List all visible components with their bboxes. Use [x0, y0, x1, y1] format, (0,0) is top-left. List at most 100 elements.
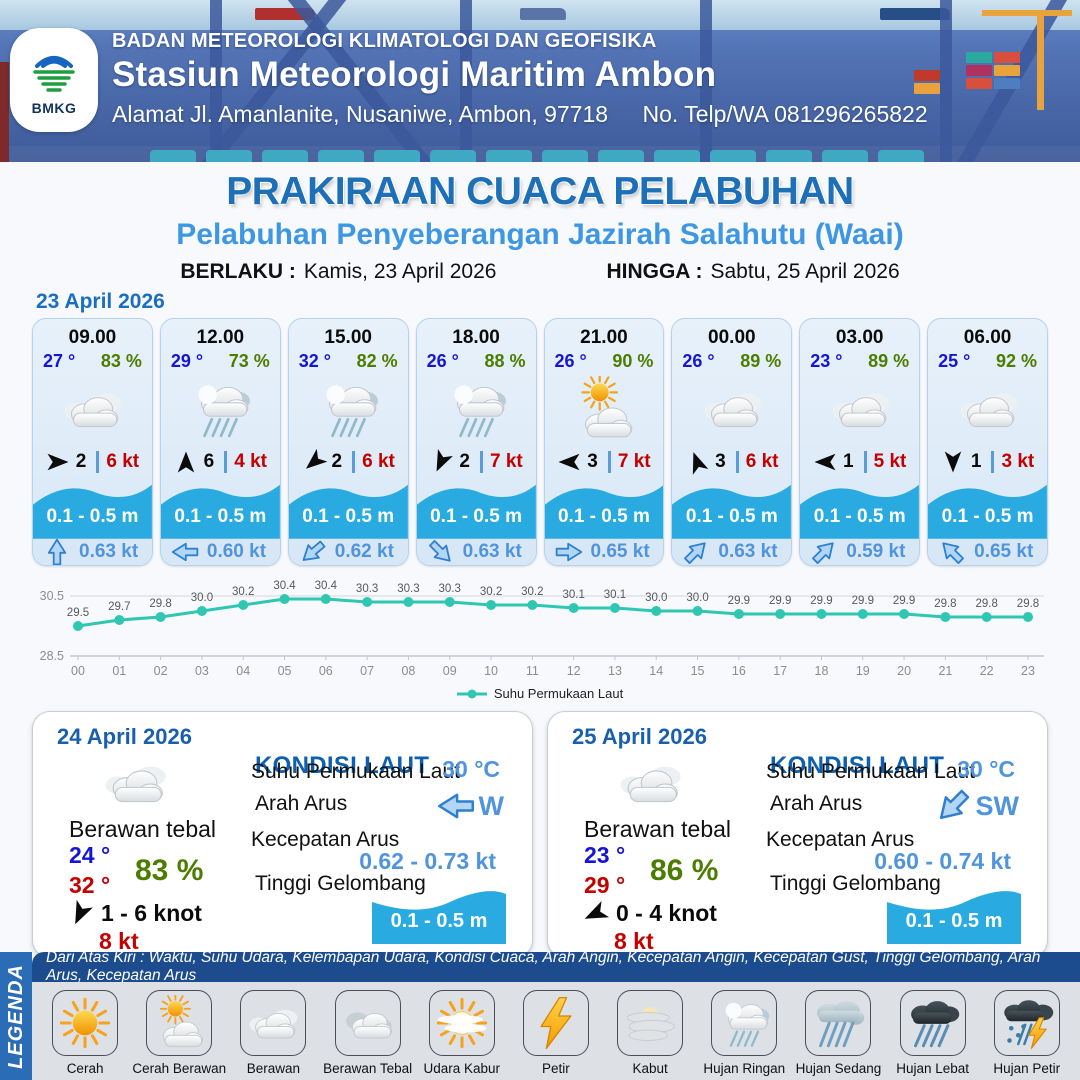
legend-sidebar: LEGENDA [0, 952, 32, 1080]
air-temperature: 29 ° [170, 351, 204, 371]
wind-direction-icon [436, 449, 454, 472]
wave-height: 0.1 - 0.5 m [685, 506, 778, 528]
legend-item: Petir [510, 990, 602, 1076]
sst-label: Suhu Permukaan Laut [766, 760, 975, 783]
svg-text:01: 01 [112, 664, 126, 678]
wave-icon [800, 484, 920, 539]
legend-item-label: Kabut [632, 1061, 668, 1076]
svg-text:29.9: 29.9 [893, 595, 915, 607]
wave-height-band: 0.1 - 0.5 m [800, 480, 920, 539]
sea-condition-heading: KONDISI LAUT [255, 752, 430, 779]
legend-item-label: Berawan Tebal [323, 1061, 413, 1076]
svg-text:02: 02 [154, 664, 168, 678]
svg-text:08: 08 [401, 664, 415, 678]
wave-icon [928, 484, 1047, 539]
svg-text:29.9: 29.9 [852, 595, 874, 607]
svg-text:09: 09 [443, 664, 457, 678]
svg-text:30.5: 30.5 [40, 589, 64, 603]
forecast-time: 21.00 [580, 327, 628, 348]
forecast-time: 00.00 [708, 327, 756, 348]
current-speed: 0.63 kt [79, 541, 139, 562]
gust-speed: 6 kt [352, 451, 395, 474]
weather-condition-icon [289, 372, 408, 446]
day-date: 25 April 2026 [572, 724, 707, 749]
wind-speed: 1 [843, 451, 854, 473]
day-weather-icon [600, 748, 700, 818]
legend-item-label: Petir [542, 1061, 570, 1076]
current-direction-icon [684, 542, 707, 564]
legend-items: Cerah Cerah Berawan Berawan Berawan Teba… [32, 982, 1080, 1080]
day-gust: 8 kt [614, 928, 654, 954]
gust-speed: 7 kt [607, 451, 651, 474]
wind-speed: 2 [459, 451, 470, 473]
wave-height-band: 0.1 - 0.5 m [928, 480, 1047, 539]
current-direction-icon [302, 540, 326, 561]
legend-item: Berawan [227, 990, 319, 1076]
legend-weather-icon [617, 990, 684, 1056]
legend-sidebar-title: LEGENDA [4, 963, 27, 1069]
current-direction-icon [428, 540, 451, 562]
phone-label: No. Telp/WA [642, 101, 768, 127]
bmkg-logo-text: BMKG [31, 100, 77, 116]
air-temperature: 25 ° [938, 351, 971, 371]
svg-text:30.3: 30.3 [439, 583, 461, 595]
weather-condition-icon [417, 372, 536, 446]
humidity: 83 % [100, 351, 142, 371]
legend-item-label: Cerah [66, 1061, 104, 1076]
humidity: 88 % [484, 351, 526, 371]
day-wind-range: 1 - 6 knot [101, 900, 202, 926]
current-speed: 0.60 kt [206, 541, 267, 562]
sst-label: Suhu Permukaan Laut [251, 760, 460, 783]
wind-speed: 2 [331, 451, 343, 473]
svg-text:15: 15 [691, 664, 705, 678]
bmkg-logo-icon [33, 56, 75, 92]
agency-name: BADAN METEOROLOGI KLIMATOLOGI DAN GEOFIS… [112, 30, 657, 52]
legend-item-label: Cerah Berawan [132, 1061, 227, 1076]
wave-height-box: 0.1 - 0.5 m [887, 880, 1021, 944]
humidity: 92 % [995, 351, 1037, 371]
wind-direction-icon [177, 451, 194, 473]
phone-number: 081296265822 [774, 101, 928, 127]
legend-item-label: Hujan Lebat [896, 1061, 970, 1076]
day-gust: 8 kt [99, 928, 139, 954]
current-row: 0.60 kt [160, 539, 280, 565]
svg-text:06: 06 [319, 664, 333, 678]
svg-text:30.0: 30.0 [686, 592, 708, 604]
wind-row: 6 4 kt [161, 446, 280, 478]
gust-speed: 5 kt [863, 451, 906, 474]
wind-direction-icon [814, 453, 836, 471]
wave-icon [288, 484, 408, 539]
sst-chart: 30.5 28.5 29.5 00 29.7 01 29.8 02 30.0 03 30.2 04 30… [0, 566, 1080, 701]
air-temperature: 27 ° [43, 351, 76, 371]
forecast-time: 15.00 [324, 327, 372, 348]
current-row: 0.62 kt [288, 539, 408, 565]
address-text: Alamat Jl. Amanlanite, Nusaniwe, Ambon, … [112, 101, 609, 127]
day-temp-max: 32 ° [69, 872, 111, 898]
forecast-card: 15.00 32 ° 82 % 2 6 kt 0.1 - 0.5 m 0.62 … [287, 318, 409, 566]
gust-speed: 6 kt [96, 451, 139, 474]
station-name: Stasiun Meteorologi Maritim Ambon [112, 55, 717, 94]
legend-item: Hujan Sedang [792, 990, 884, 1076]
current-speed-value: 0.60 - 0.74 kt [874, 848, 1011, 874]
current-speed: 0.65 kt [590, 541, 650, 562]
wave-height-band: 0.1 - 0.5 m [544, 480, 664, 539]
forecast-card: 18.00 26 ° 88 % 2 7 kt 0.1 - 0.5 m 0.63 … [415, 318, 537, 566]
day-forecast-card: 25 April 2026 Berawan tebal 23 ° 29 ° 86… [547, 711, 1048, 958]
current-direction-text: SW [975, 790, 1020, 821]
wind-row: 1 3 kt [928, 446, 1047, 478]
current-direction-icon [47, 538, 67, 565]
sst-chart-plot: 30.5 28.5 29.5 00 29.7 01 29.8 02 30.0 03 30.2 04 30… [40, 580, 1044, 678]
current-direction-icon [555, 542, 582, 562]
forecast-card: 21.00 26 ° 90 % 3 7 kt 0.1 - 0.5 m 0.65 … [543, 318, 665, 566]
forecast-card: 00.00 26 ° 89 % 3 6 kt 0.1 - 0.5 m 0.63 … [671, 318, 793, 566]
wind-direction-icon [584, 900, 610, 919]
gust-speed: 4 kt [224, 451, 267, 474]
day-humidity: 83 % [135, 854, 204, 887]
current-direction-label: Arah Arus [770, 792, 863, 815]
legend-item: Berawan Tebal [322, 990, 414, 1076]
svg-text:21: 21 [938, 664, 952, 678]
wind-direction-icon [558, 453, 580, 471]
svg-text:05: 05 [278, 664, 292, 678]
current-direction: SW [934, 789, 1020, 822]
